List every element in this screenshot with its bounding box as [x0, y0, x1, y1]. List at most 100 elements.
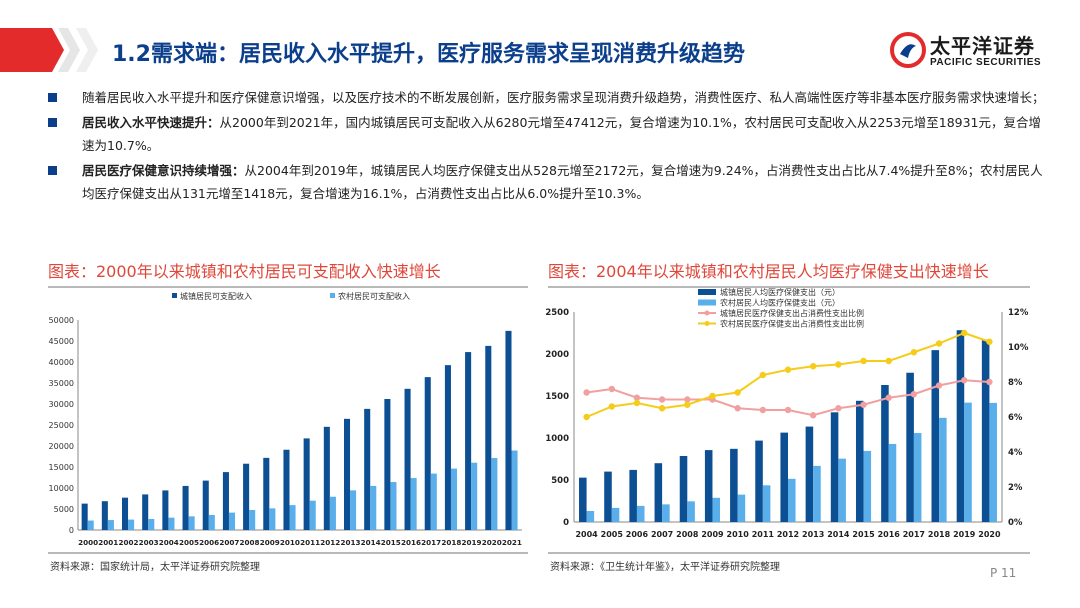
y-right-tick-label: 10% — [1008, 343, 1029, 353]
x-tick-label: 2018 — [441, 538, 461, 547]
line-point — [986, 378, 993, 386]
bar — [491, 458, 498, 530]
y-left-tick-label: 2000 — [545, 350, 569, 360]
bar — [755, 440, 763, 522]
line-point — [633, 399, 641, 407]
bar — [182, 485, 189, 530]
line-point — [910, 349, 918, 356]
line-point — [583, 389, 590, 396]
bar — [269, 508, 276, 530]
legend-label: 农村居民人均医疗保健支出（元） — [720, 298, 840, 308]
bar — [830, 412, 839, 522]
line-point — [910, 391, 918, 398]
line-point — [835, 405, 842, 412]
bar — [813, 465, 821, 522]
line-point — [709, 392, 716, 400]
bullet-square-icon — [48, 166, 57, 175]
line-point — [885, 394, 892, 401]
y-right-tick-label: 4% — [1008, 448, 1023, 458]
legend-swatch — [330, 293, 335, 298]
bullet-item: 居民收入水平快速提升：从2000年到2021年，国内城镇居民可支配收入从6280… — [48, 111, 1048, 157]
line-point — [658, 396, 666, 403]
line-point — [608, 385, 615, 393]
legend-label: 农村居民医疗保健支出占消费性支出比例 — [720, 319, 864, 329]
company-logo: 太平洋证券 PACIFIC SECURITIES — [890, 30, 1060, 74]
line-point — [633, 394, 641, 401]
x-tick-label: 2020 — [482, 538, 502, 547]
right-combo-chart: 0 500 1000 1500 2000 2500 0% 2% 4% 6% 8% 10% 12% 2004… — [545, 288, 1029, 539]
line-point — [658, 405, 666, 412]
chevron-banner-icon — [0, 28, 98, 72]
left-source-note: 资料来源：国家统计局，太平洋证券研究院整理 — [50, 562, 260, 573]
bar — [168, 517, 175, 530]
bullet-item: 居民医疗保健意识持续增强：从2004年到2019年，城镇居民人均医疗保健支出从5… — [48, 159, 1048, 205]
bar — [636, 505, 645, 522]
bar — [329, 496, 336, 530]
bar — [505, 330, 512, 530]
legend-swatch — [698, 299, 716, 306]
line-point — [734, 405, 741, 412]
bar — [364, 408, 371, 530]
bar — [679, 455, 688, 522]
line-point — [784, 406, 792, 414]
bar — [964, 402, 972, 522]
x-tick-label: 2011 — [752, 530, 775, 539]
x-tick-label: 2015 — [381, 538, 401, 547]
divider — [548, 286, 1030, 288]
bar — [430, 473, 437, 530]
bar — [712, 497, 721, 522]
bullet-text: 随着居民收入水平提升和医疗保健意识增强，以及医疗技术的不断发展创新，医疗服务需求… — [82, 90, 1045, 105]
y-right-tick-label: 2% — [1008, 483, 1023, 493]
bar — [202, 480, 209, 530]
x-tick-label: 2014 — [827, 530, 850, 539]
divider — [48, 552, 528, 554]
y-right-tick-label: 0% — [1008, 518, 1023, 528]
bar — [788, 478, 796, 522]
right-source-note: 资料来源：《卫生统计年鉴》，太平洋证券研究院整理 — [550, 562, 780, 573]
x-tick-label: 2009 — [260, 538, 280, 547]
bar — [228, 512, 236, 530]
bar — [87, 520, 94, 530]
x-tick-label: 2019 — [462, 538, 482, 547]
bar — [863, 450, 872, 522]
line-point — [583, 413, 590, 421]
y-tick-label: 45000 — [49, 337, 74, 346]
bar — [906, 372, 914, 522]
bullet-square-icon — [48, 93, 57, 102]
x-tick-label: 2004 — [575, 530, 598, 539]
x-tick-label: 2020 — [978, 530, 1001, 539]
bar — [263, 457, 270, 530]
bar — [611, 507, 620, 522]
logo-chinese: 太平洋证券 — [930, 34, 1035, 58]
line-point — [961, 377, 968, 384]
legend-swatch-dot — [704, 310, 710, 316]
bar — [148, 518, 155, 530]
bullet-lead: 居民收入水平快速提升： — [82, 115, 220, 130]
x-tick-label: 2016 — [401, 538, 421, 547]
y-tick-label: 0 — [69, 526, 74, 535]
x-tick-label: 2012 — [320, 538, 340, 547]
bar — [737, 494, 746, 522]
bar — [107, 520, 114, 530]
line-point — [986, 338, 993, 345]
bar — [805, 426, 814, 522]
bar — [989, 402, 997, 522]
logo-english: PACIFIC SECURITIES — [930, 57, 1042, 68]
y-right-tick-label: 8% — [1008, 378, 1023, 388]
bar — [465, 352, 472, 530]
bar — [511, 450, 518, 530]
x-tick-label: 2013 — [340, 538, 360, 547]
line-point — [935, 382, 943, 389]
legend-swatch-dot — [704, 321, 710, 326]
bar — [762, 485, 771, 522]
x-tick-label: 2007 — [651, 530, 673, 539]
bar — [249, 510, 256, 530]
y-tick-label: 5000 — [54, 505, 74, 514]
line-point — [759, 406, 767, 414]
bar — [956, 330, 965, 522]
bar — [404, 388, 411, 530]
bar — [855, 400, 864, 522]
bar — [283, 449, 290, 530]
line-point — [608, 403, 615, 410]
bar — [289, 505, 296, 530]
